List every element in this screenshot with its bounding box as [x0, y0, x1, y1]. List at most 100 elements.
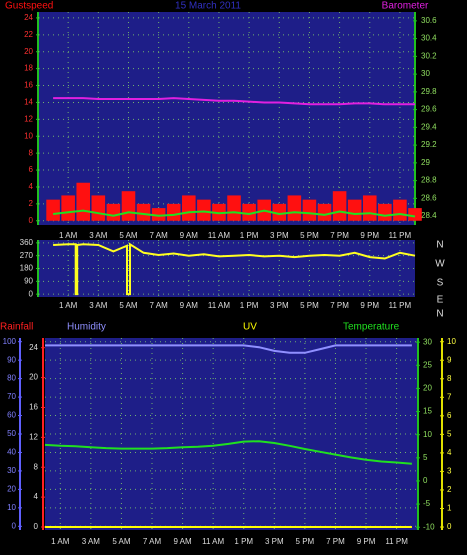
x-tick-label: 11 PM [389, 231, 412, 240]
y-tick-label: 22 [24, 30, 33, 39]
direction-label: S [437, 278, 444, 289]
legend-label: Rainfall [0, 322, 33, 333]
y-tick-label: 0 [29, 289, 34, 298]
bar [393, 199, 407, 221]
bar [121, 191, 136, 221]
y-tick-label: 16 [24, 81, 33, 90]
y-tick-label: 29 [421, 158, 430, 167]
bar [91, 195, 106, 221]
y-tick-label: 0 [423, 476, 428, 485]
x-tick-label: 1 AM [51, 537, 70, 546]
bar [287, 195, 302, 221]
y-tick-label: 0 [29, 216, 34, 225]
chart-title: 15 March 2011 [175, 1, 241, 12]
legend-label: UV [243, 322, 257, 333]
legend-label: Humidity [67, 322, 106, 333]
bar [182, 195, 196, 221]
bar [136, 203, 151, 221]
y-tick-label: 180 [20, 264, 34, 273]
y-tick-label: 20 [7, 484, 16, 493]
y-tick-label: 24 [29, 343, 38, 352]
y-tick-label: 30.2 [421, 51, 437, 60]
x-tick-label: 7 AM [150, 231, 169, 240]
y-tick-label: 360 [20, 238, 34, 247]
y-tick-label: 15 [423, 407, 432, 416]
x-tick-label: 9 AM [173, 537, 192, 546]
y-tick-label: 1 [447, 504, 452, 513]
y-tick-label: 50 [7, 429, 16, 438]
legend-label: Temperature [343, 322, 400, 333]
x-tick-label: 9 PM [360, 231, 379, 240]
y-tick-label: 10 [447, 337, 456, 346]
y-tick-label: 10 [423, 430, 432, 439]
x-tick-label: 5 AM [119, 301, 138, 310]
direction-label: W [435, 259, 445, 270]
x-tick-label: 11 AM [202, 537, 224, 546]
x-tick-label: 3 PM [270, 231, 289, 240]
y-tick-label: 3 [447, 467, 452, 476]
y-tick-label: 30 [423, 337, 432, 346]
x-tick-label: 1 AM [59, 231, 78, 240]
y-tick-label: 0 [447, 522, 452, 531]
y-tick-label: 28.6 [421, 193, 437, 202]
y-tick-label: 28.4 [421, 211, 437, 220]
y-tick-label: 20 [24, 47, 33, 56]
y-tick-label: 90 [24, 276, 33, 285]
bar [347, 199, 362, 221]
direction-label: N [436, 240, 443, 251]
y-tick-label: 2 [29, 199, 34, 208]
y-tick-label: -10 [423, 522, 435, 531]
bar [197, 199, 211, 221]
x-tick-label: 5 AM [112, 537, 131, 546]
y-tick-label: 10 [24, 131, 33, 140]
y-tick-label: 25 [423, 360, 432, 369]
bar [61, 195, 75, 221]
y-tick-label: 80 [7, 374, 16, 383]
y-tick-label: 9 [447, 355, 452, 364]
plot-area [38, 12, 415, 225]
y-tick-label: 0 [34, 522, 39, 531]
y-tick-label: 28.8 [421, 176, 437, 185]
bar [302, 199, 317, 221]
y-tick-label: 4 [29, 182, 34, 191]
series-line [53, 242, 416, 296]
direction-label: N [436, 309, 443, 320]
bar [106, 203, 121, 221]
y-tick-label: 4 [34, 492, 39, 501]
bar [46, 199, 60, 221]
y-tick-label: 4 [447, 448, 452, 457]
x-tick-label: 9 PM [360, 301, 379, 310]
y-tick-label: 12 [24, 114, 33, 123]
y-tick-label: 100 [3, 337, 17, 346]
x-tick-label: 1 AM [59, 301, 78, 310]
y-tick-label: 29.2 [421, 140, 437, 149]
y-tick-label: 0 [12, 521, 17, 530]
y-tick-label: 18 [24, 64, 33, 73]
x-tick-label: 11 AM [208, 231, 230, 240]
y-tick-label: 30 [421, 69, 430, 78]
y-tick-label: -5 [423, 499, 431, 508]
bar [227, 195, 241, 221]
legend-label: Gustspeed [5, 1, 53, 12]
x-tick-label: 3 AM [82, 537, 101, 546]
y-tick-label: 14 [24, 98, 33, 107]
x-tick-label: 9 AM [180, 301, 199, 310]
bar [272, 203, 287, 221]
direction-label: E [437, 295, 444, 306]
bar [378, 203, 392, 221]
x-tick-label: 7 PM [330, 301, 349, 310]
x-tick-label: 7 PM [330, 231, 349, 240]
y-tick-label: 60 [7, 411, 16, 420]
x-tick-label: 1 PM [240, 231, 259, 240]
series-line [52, 209, 416, 218]
x-tick-label: 1 PM [240, 301, 259, 310]
y-tick-label: 7 [447, 392, 452, 401]
bar [76, 182, 91, 221]
y-tick-label: 12 [29, 432, 38, 441]
bar [166, 203, 181, 221]
legend-label: Barometer [382, 1, 429, 12]
y-tick-label: 20 [29, 373, 38, 382]
y-tick-label: 30 [7, 466, 16, 475]
x-tick-label: 3 AM [89, 301, 108, 310]
